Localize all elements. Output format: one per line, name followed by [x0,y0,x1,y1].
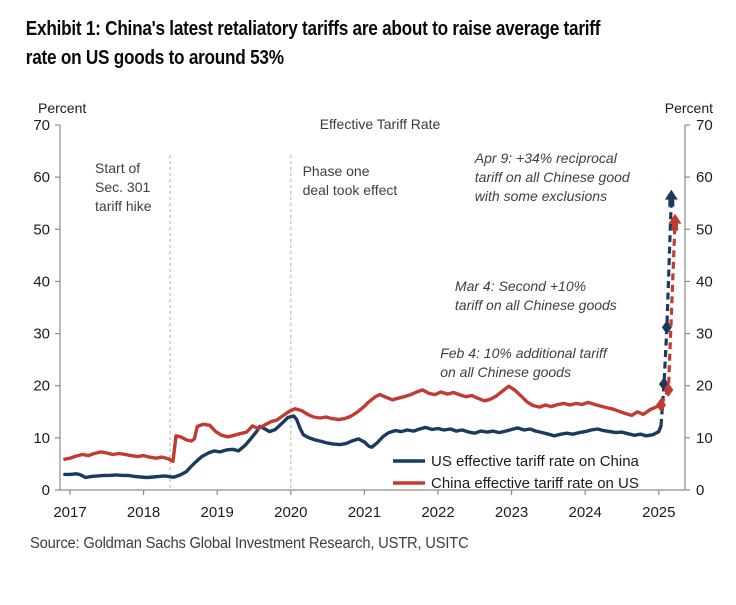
series-us-arrow-up-marker [664,189,678,207]
chart-area: Start of Sec. 301 tariff hike Phase one deal… [0,100,736,534]
x-tick-label: 2024 [569,504,602,521]
annotation-3: Feb 4: 10% additional tariff on all Chine… [440,345,609,380]
series-us-solid-line [63,414,663,480]
source-note: Source: Goldman Sachs Global Investment … [30,535,469,552]
x-tick-label: 2020 [274,504,307,521]
legend-label-china: China effective tariff rate on US [431,475,639,492]
annotation-2-line: Mar 4: Second +10% [455,278,586,294]
annotation-1-line: tariff on all Chinese good [475,169,631,185]
x-tick-label: 2021 [348,504,381,521]
percent-label-left: Percent [38,100,86,116]
x-tick-label: 2019 [201,504,234,521]
annotation-3-line: Feb 4: 10% additional tariff [440,345,609,361]
y-tick-label-right: 0 [696,482,704,499]
event-label-1-line: Start of [95,160,140,176]
exhibit-title-line-2: rate on US goods to around 53% [25,47,284,69]
exhibit-title-line-1: Exhibit 1: China's latest retaliatory ta… [25,18,601,40]
annotation-1-line: Apr 9: +34% reciprocal [474,150,618,166]
annotation-1: Apr 9: +34% reciprocal tariff on all Chin… [474,150,631,204]
series-china-solid-line [63,384,663,463]
annotation-2-line: tariff on all Chinese goods [455,297,617,313]
annotation-3-line: on all Chinese goods [440,364,571,380]
event-label-1-line: tariff hike [95,198,152,214]
exhibit-title: Exhibit 1: China's latest retaliatory ta… [0,0,633,73]
event-label-2-line: Phase one [303,163,370,179]
event-label-1-line: Sec. 301 [95,179,150,195]
y-tick-label-left: 50 [33,221,50,238]
series-china-arrow-up-marker [668,213,682,231]
event-label-2-line: deal took effect [303,182,398,198]
annotation-2: Mar 4: Second +10% tariff on all Chinese … [455,278,617,313]
event-label-2: Phase one deal took effect [303,163,398,198]
x-tick-label: 2022 [421,504,454,521]
y-tick-label-right: 20 [696,378,713,395]
percent-label-right: Percent [665,100,713,116]
y-tick-label-right: 60 [696,169,713,186]
y-tick-label-right: 30 [696,326,713,343]
y-tick-label-right: 70 [696,117,713,134]
annotation-1-line: with some exclusions [475,188,607,204]
y-tick-label-right: 40 [696,273,713,290]
event-label-1: Start of Sec. 301 tariff hike [95,160,152,214]
y-tick-label-left: 40 [33,273,50,290]
legend-label-us: US effective tariff rate on China [431,453,640,470]
y-tick-label-left: 20 [33,378,50,395]
y-tick-label-right: 50 [696,221,713,238]
x-tick-label: 2025 [642,504,675,521]
series-us-dashed-projection-line [659,198,673,427]
chart-title: Effective Tariff Rate [320,116,441,132]
tariff-chart: Start of Sec. 301 tariff hike Phase one deal… [33,100,713,521]
x-tick-label: 2018 [127,504,160,521]
y-tick-label-left: 0 [42,482,50,499]
y-tick-label-left: 30 [33,326,50,343]
y-tick-label-left: 60 [33,169,50,186]
y-tick-label-left: 70 [33,117,50,134]
y-tick-label-right: 10 [696,430,713,447]
x-tick-label: 2023 [495,504,528,521]
series-china-diamond-marker [663,382,674,397]
series-china-diamond-marker [656,398,667,413]
x-tick-label: 2017 [53,504,86,521]
y-tick-label-left: 10 [33,430,50,447]
